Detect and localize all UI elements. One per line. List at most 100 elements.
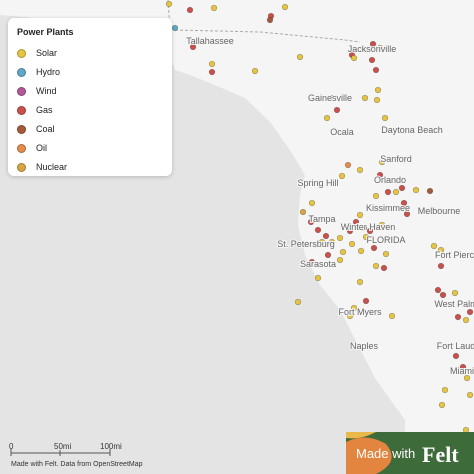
legend-label: Gas bbox=[36, 105, 53, 115]
plant-dot[interactable] bbox=[438, 401, 446, 409]
plant-dot[interactable] bbox=[452, 352, 460, 360]
plant-dot[interactable] bbox=[357, 247, 365, 255]
plant-dot[interactable] bbox=[208, 60, 216, 68]
plant-dot[interactable] bbox=[342, 95, 350, 103]
plant-dot[interactable] bbox=[462, 316, 470, 324]
legend-item[interactable]: Hydro bbox=[17, 66, 60, 78]
plant-dot[interactable] bbox=[372, 192, 380, 200]
plant-dot[interactable] bbox=[307, 218, 315, 226]
legend-swatch bbox=[17, 125, 26, 135]
plant-dot[interactable] bbox=[441, 386, 449, 394]
plant-dot[interactable] bbox=[308, 199, 316, 207]
plant-dot[interactable] bbox=[426, 187, 434, 195]
plant-dot[interactable] bbox=[454, 313, 462, 321]
plant-dot[interactable] bbox=[314, 226, 322, 234]
plant-dot[interactable] bbox=[208, 68, 216, 76]
plant-dot[interactable] bbox=[336, 256, 344, 264]
plant-dot[interactable] bbox=[338, 172, 346, 180]
plant-dot[interactable] bbox=[339, 248, 347, 256]
plant-dot[interactable] bbox=[437, 246, 445, 254]
plant-dot[interactable] bbox=[451, 289, 459, 297]
attribution: Made with Felt. Data from OpenStreetMap bbox=[11, 461, 143, 468]
plant-dot[interactable] bbox=[362, 297, 370, 305]
legend-item[interactable]: Nuclear bbox=[17, 161, 67, 173]
plant-dot[interactable] bbox=[378, 158, 386, 166]
plant-dot[interactable] bbox=[186, 6, 194, 14]
plant-dot[interactable] bbox=[361, 94, 369, 102]
plant-dot[interactable] bbox=[466, 391, 474, 399]
plant-dot[interactable] bbox=[210, 4, 218, 12]
plant-dot[interactable] bbox=[312, 241, 320, 249]
plant-dot[interactable] bbox=[350, 304, 358, 312]
legend-item[interactable]: Coal bbox=[17, 123, 55, 135]
plant-dot[interactable] bbox=[378, 221, 386, 229]
plant-dot[interactable] bbox=[370, 244, 378, 252]
plant-dot[interactable] bbox=[165, 0, 173, 8]
plant-dot[interactable] bbox=[189, 43, 197, 51]
plant-dot[interactable] bbox=[308, 258, 316, 266]
plant-dot[interactable] bbox=[437, 262, 445, 270]
plant-dot[interactable] bbox=[324, 251, 332, 259]
plant-dot[interactable] bbox=[171, 24, 179, 32]
plant-dot[interactable] bbox=[356, 166, 364, 174]
plant-dot[interactable] bbox=[328, 94, 336, 102]
plant-dot[interactable] bbox=[348, 240, 356, 248]
plant-dot[interactable] bbox=[369, 40, 377, 48]
plant-dot[interactable] bbox=[384, 188, 392, 196]
scale-label: 50mi bbox=[54, 442, 72, 451]
plant-dot[interactable] bbox=[463, 374, 471, 382]
plant-dot[interactable] bbox=[296, 53, 304, 61]
legend-item[interactable]: Oil bbox=[17, 142, 47, 154]
plant-dot[interactable] bbox=[372, 262, 380, 270]
plant-dot[interactable] bbox=[459, 363, 467, 371]
felt-badge[interactable]: Made with Felt bbox=[346, 432, 474, 474]
plant-dot[interactable] bbox=[346, 312, 354, 320]
plant-dot[interactable] bbox=[366, 227, 374, 235]
plant-dot[interactable] bbox=[382, 250, 390, 258]
plant-dot[interactable] bbox=[352, 218, 360, 226]
plant-dot[interactable] bbox=[362, 233, 370, 241]
plant-dot[interactable] bbox=[430, 242, 438, 250]
plant-dot[interactable] bbox=[373, 96, 381, 104]
plant-dot[interactable] bbox=[356, 211, 364, 219]
plant-dot[interactable] bbox=[376, 171, 384, 179]
plant-dot[interactable] bbox=[350, 54, 358, 62]
plant-dot[interactable] bbox=[388, 312, 396, 320]
plant-dot[interactable] bbox=[333, 106, 341, 114]
plant-dot[interactable] bbox=[400, 199, 408, 207]
plant-dot[interactable] bbox=[372, 66, 380, 74]
plant-dot[interactable] bbox=[439, 291, 447, 299]
plant-dot[interactable] bbox=[281, 3, 289, 11]
plant-dot[interactable] bbox=[380, 264, 388, 272]
plant-dot[interactable] bbox=[266, 16, 274, 24]
legend-item[interactable]: Solar bbox=[17, 47, 57, 59]
plant-dot[interactable] bbox=[403, 210, 411, 218]
plant-dot[interactable] bbox=[368, 56, 376, 64]
plant-dot[interactable] bbox=[412, 186, 420, 194]
plant-dot[interactable] bbox=[346, 227, 354, 235]
plant-dot[interactable] bbox=[336, 234, 344, 242]
plant-dot[interactable] bbox=[299, 208, 307, 216]
plant-dot[interactable] bbox=[381, 114, 389, 122]
plant-dot[interactable] bbox=[314, 274, 322, 282]
legend-item[interactable]: Gas bbox=[17, 104, 53, 116]
plant-dot[interactable] bbox=[356, 278, 364, 286]
plant-dot[interactable] bbox=[392, 188, 400, 196]
plant-dot[interactable] bbox=[434, 286, 442, 294]
plant-dot[interactable] bbox=[376, 44, 384, 52]
plant-dot[interactable] bbox=[466, 308, 474, 316]
plant-dot[interactable] bbox=[398, 184, 406, 192]
plant-dot[interactable] bbox=[318, 238, 326, 246]
plant-dot[interactable] bbox=[251, 67, 259, 75]
plant-dot[interactable] bbox=[294, 298, 302, 306]
plant-dot[interactable] bbox=[322, 232, 330, 240]
scale-label: 100mi bbox=[100, 442, 122, 451]
city-label: Sanford bbox=[380, 154, 412, 164]
plant-dot[interactable] bbox=[344, 161, 352, 169]
plant-dot[interactable] bbox=[360, 224, 368, 232]
plant-dot[interactable] bbox=[323, 114, 331, 122]
plant-dot[interactable] bbox=[374, 86, 382, 94]
plant-dot[interactable] bbox=[328, 238, 336, 246]
legend-item[interactable]: Wind bbox=[17, 85, 57, 97]
